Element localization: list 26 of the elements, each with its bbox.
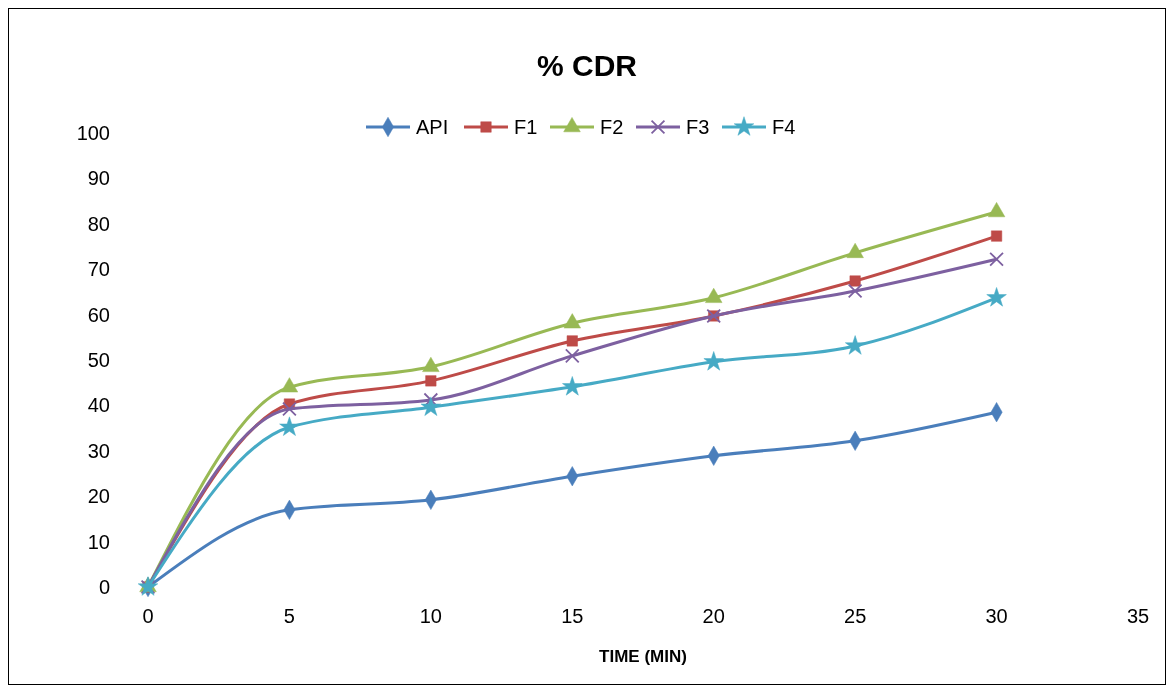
- legend-label: F3: [686, 116, 710, 138]
- x-tick-label: 0: [142, 605, 154, 627]
- x-tick-label: 20: [702, 605, 725, 627]
- chart-title: % CDR: [536, 49, 638, 82]
- x-tick-label: 5: [283, 605, 295, 627]
- y-tick-label: 70: [87, 258, 110, 281]
- x-tick-label: 30: [985, 605, 1008, 627]
- y-tick-label: 100: [76, 122, 110, 144]
- legend-label: F4: [772, 116, 796, 138]
- y-tick-label: 50: [87, 349, 110, 371]
- legend-label: API: [416, 116, 449, 138]
- x-tick-label: 25: [844, 605, 867, 627]
- y-tick-label: 20: [87, 485, 110, 508]
- legend-label: F1: [514, 116, 538, 138]
- y-tick-label: 90: [87, 167, 110, 190]
- y-tick-label: 30: [87, 439, 110, 462]
- y-tick-label: 80: [87, 212, 110, 235]
- x-tick-label: 35: [1126, 605, 1150, 627]
- legend-label: F2: [600, 116, 624, 138]
- y-tick-label: 60: [87, 303, 110, 326]
- x-tick-label: 15: [561, 605, 584, 627]
- y-tick-label: 0: [98, 576, 110, 598]
- y-tick-label: 10: [87, 530, 110, 553]
- y-tick-label: 40: [87, 394, 110, 417]
- x-tick-label: 10: [419, 605, 442, 627]
- x-axis-title: TIME (MIN): [599, 647, 687, 666]
